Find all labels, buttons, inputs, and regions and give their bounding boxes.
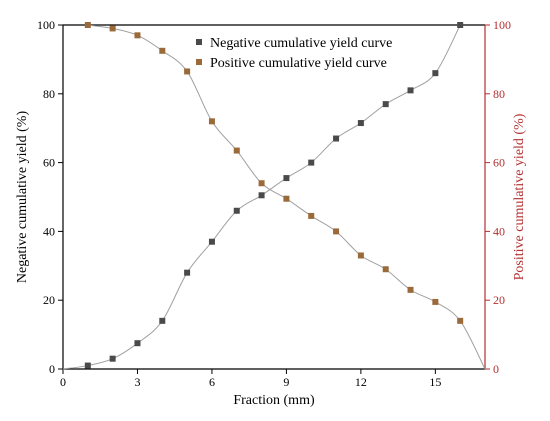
data-point-positive: [159, 47, 166, 54]
data-point-negative: [457, 22, 464, 28]
data-point-positive: [407, 286, 414, 293]
data-point-positive: [457, 317, 464, 324]
series-lines: [62, 24, 486, 370]
data-point-positive: [233, 147, 240, 154]
x-tick-label: 15: [429, 375, 441, 389]
x-tick-label: 3: [134, 375, 140, 389]
x-tick-label: 9: [283, 375, 289, 389]
x-axis-title: Fraction (mm): [233, 393, 315, 408]
data-point-positive: [308, 212, 315, 219]
legend-label-positive: Positive cumulative yield curve: [210, 56, 387, 71]
y-right-tick-label: 40: [493, 224, 505, 238]
data-point-positive: [109, 25, 116, 32]
y-right-tick-label: 0: [493, 362, 499, 376]
data-point-positive: [357, 252, 364, 259]
y-left-tick-label: 100: [37, 18, 55, 32]
y-left-tick-label: 60: [43, 156, 55, 170]
data-point-negative: [109, 355, 116, 362]
data-point-negative: [184, 269, 191, 276]
data-point-positive: [382, 266, 389, 273]
data-point-negative: [432, 70, 439, 77]
data-point-negative: [159, 317, 166, 324]
y-left-tick-label: 80: [43, 87, 55, 101]
data-point-positive: [333, 228, 340, 235]
y-axis-title-left: Negative cumulative yield (%): [15, 111, 30, 284]
y-right-tick-label: 60: [493, 156, 505, 170]
data-point-positive: [283, 195, 290, 202]
data-point-positive: [184, 68, 191, 75]
legend-marker-negative: [196, 39, 202, 45]
y-axis-title-right: Positive cumulative yield (%): [512, 113, 527, 280]
legend: Negative cumulative yield curve Positive…: [196, 36, 392, 71]
series-points: [84, 22, 464, 369]
y-right-tick-label: 100: [493, 18, 511, 32]
data-point-negative: [308, 159, 315, 166]
plot-frame: [62, 24, 486, 370]
data-point-positive: [432, 298, 439, 305]
legend-marker-positive: [196, 59, 202, 65]
data-point-negative: [333, 135, 340, 142]
data-point-negative: [233, 207, 240, 214]
data-point-negative: [84, 362, 91, 369]
data-point-positive: [258, 180, 265, 187]
x-tick-label: 6: [209, 375, 215, 389]
data-point-negative: [208, 238, 215, 245]
legend-label-negative: Negative cumulative yield curve: [210, 36, 392, 51]
data-point-negative: [357, 120, 364, 127]
data-point-positive: [134, 32, 141, 39]
x-tick-label: 12: [355, 375, 367, 389]
data-point-positive: [208, 118, 215, 125]
data-point-negative: [283, 175, 290, 182]
x-tick-label: 0: [60, 375, 66, 389]
y-left-tick-label: 0: [49, 362, 55, 376]
y-left-tick-label: 20: [43, 293, 55, 307]
y-right-tick-label: 20: [493, 293, 505, 307]
data-point-negative: [382, 101, 389, 108]
y-right-tick-label: 80: [493, 87, 505, 101]
y-left-tick-label: 40: [43, 224, 55, 238]
data-point-negative: [258, 192, 265, 199]
data-point-negative: [134, 340, 141, 347]
data-point-positive: [84, 22, 91, 28]
data-point-negative: [407, 87, 414, 94]
